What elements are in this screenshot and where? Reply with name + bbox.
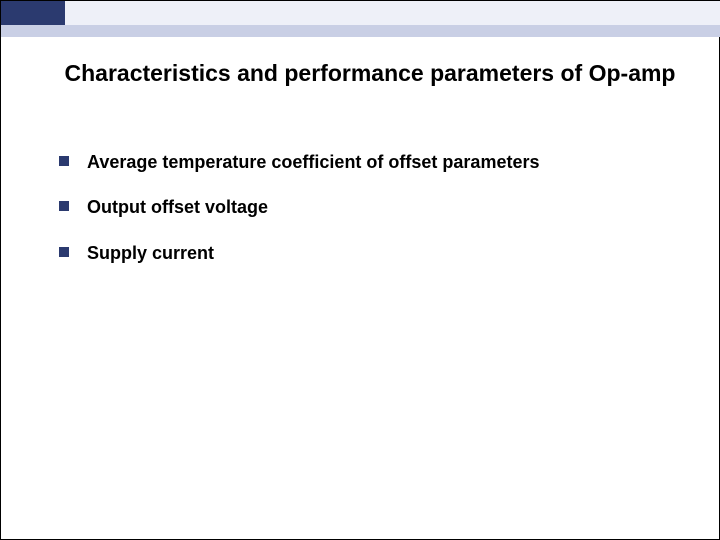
square-bullet-icon <box>59 247 69 257</box>
list-item: Output offset voltage <box>59 196 679 219</box>
bullet-list: Average temperature coefficient of offse… <box>59 151 679 287</box>
slide-title: Characteristics and performance paramete… <box>61 59 679 88</box>
square-bullet-icon <box>59 201 69 211</box>
square-bullet-icon <box>59 156 69 166</box>
top-bar-dark-block <box>1 1 65 25</box>
list-item: Supply current <box>59 242 679 265</box>
top-bar-light-strip <box>1 25 720 37</box>
list-item-label: Average temperature coefficient of offse… <box>87 151 539 174</box>
list-item-label: Output offset voltage <box>87 196 268 219</box>
slide-frame: Characteristics and performance paramete… <box>0 0 720 540</box>
top-bar-pale-strip <box>65 1 720 25</box>
list-item: Average temperature coefficient of offse… <box>59 151 679 174</box>
list-item-label: Supply current <box>87 242 214 265</box>
